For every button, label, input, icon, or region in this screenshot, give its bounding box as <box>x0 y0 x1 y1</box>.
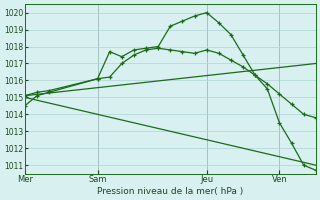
X-axis label: Pression niveau de la mer( hPa ): Pression niveau de la mer( hPa ) <box>97 187 244 196</box>
